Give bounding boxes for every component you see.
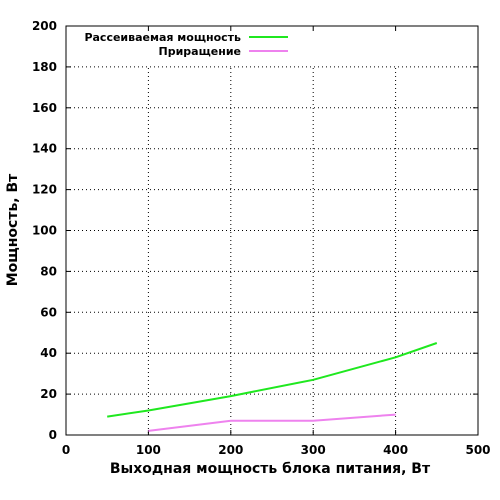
y-tick-label: 200 [32,19,57,33]
x-tick-label: 200 [218,443,243,457]
y-axis-title: Мощность, Вт [5,173,21,286]
y-tick-label: 60 [40,305,57,319]
x-tick-label: 0 [62,443,70,457]
plot-frame [65,25,479,436]
legend-label-2: Приращение [159,45,241,58]
y-tick-label: 140 [32,142,57,156]
grid [66,66,478,435]
y-tick-label: 120 [32,183,57,197]
y-tick-label: 20 [40,387,57,401]
x-tick-label: 500 [465,443,490,457]
legend-label-1: Рассеиваемая мощность [84,31,241,44]
x-tick-label: 100 [136,443,161,457]
series-line-2 [148,413,396,432]
axis-ticks: 0 20 40 60 80 100 120 140 160 180 200 0 100 200 300 400… [32,19,491,457]
y-tick-label: 40 [40,346,57,360]
y-tick-label: 100 [32,224,57,238]
y-tick-label: 180 [32,60,57,74]
series-line-1 [107,342,438,418]
y-tick-label: 160 [32,101,57,115]
series-layer [107,342,438,432]
y-tick-label: 80 [40,264,57,278]
x-tick-label: 400 [383,443,408,457]
y-tick-label: 0 [49,428,57,442]
x-tick-label: 300 [301,443,326,457]
x-axis-title: Выходная мощность блока питания, Вт [110,461,431,477]
